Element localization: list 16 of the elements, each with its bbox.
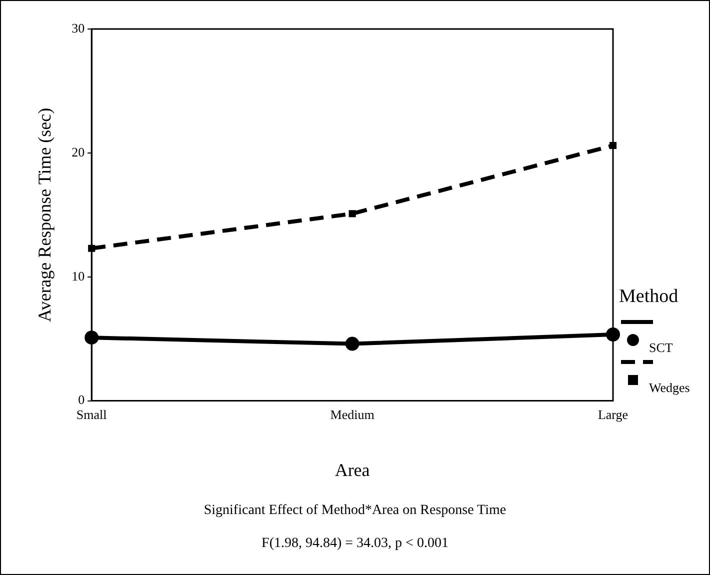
y-tick-label: 10	[72, 268, 85, 284]
x-tick-label: Medium	[330, 407, 374, 422]
y-tick-label: 20	[72, 144, 85, 160]
x-axis-title: Area	[334, 460, 370, 480]
point	[348, 210, 356, 218]
point	[345, 336, 360, 351]
legend-title: Method	[619, 286, 680, 308]
y-axis-title: Average Response Time (sec)	[34, 108, 55, 322]
y-tick-label: 0	[78, 392, 85, 408]
text: F(1.98, 94.84) = 34.03, p < 0.001	[260, 536, 450, 552]
legend-label: Wedges	[649, 380, 690, 396]
x-tick-label: Small	[76, 407, 108, 422]
y-tick-label: 30	[72, 20, 85, 36]
text: Significant Effect of Method*Area on Response Time	[202, 503, 508, 519]
legend-label: SCT	[649, 340, 673, 356]
x-tick-label: Large	[598, 407, 628, 422]
